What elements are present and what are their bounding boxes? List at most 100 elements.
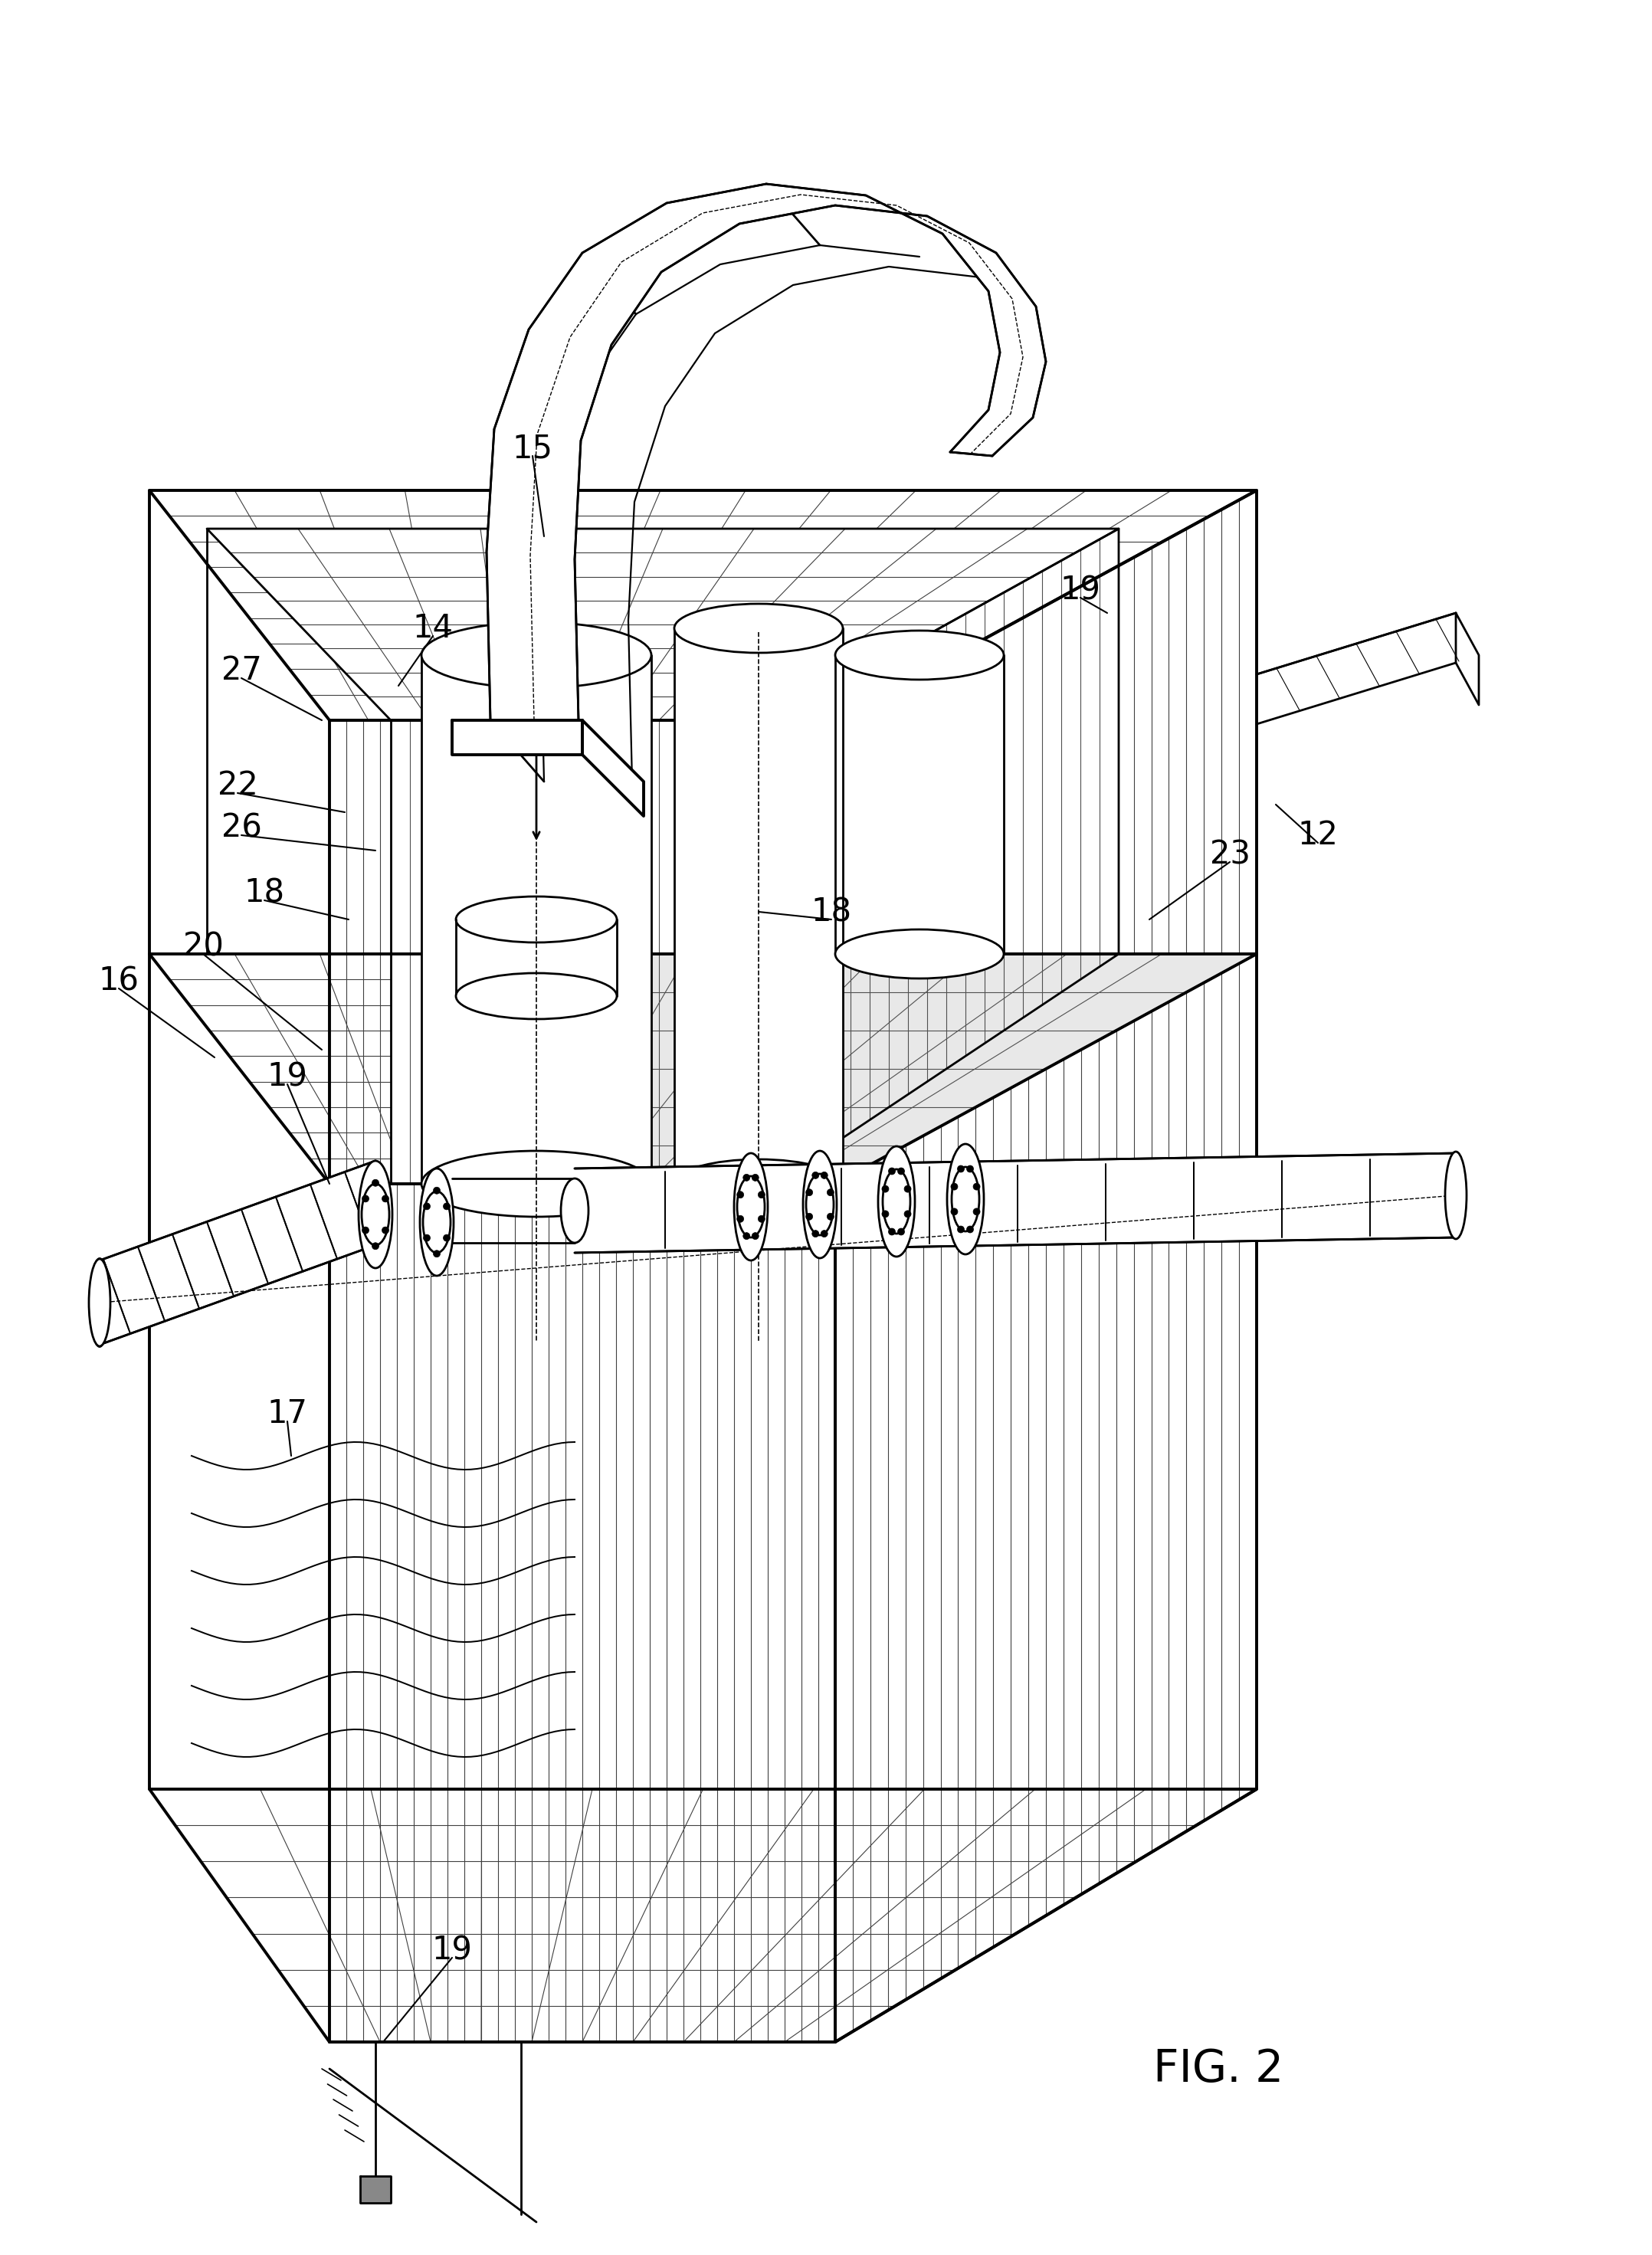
Ellipse shape — [958, 1166, 965, 1173]
Text: 22: 22 — [218, 769, 258, 801]
Ellipse shape — [882, 1170, 910, 1233]
Ellipse shape — [958, 1227, 965, 1233]
Ellipse shape — [443, 1202, 449, 1209]
Text: FIG. 2: FIG. 2 — [1153, 2048, 1284, 2090]
Ellipse shape — [836, 929, 1004, 979]
Ellipse shape — [89, 1258, 111, 1346]
Ellipse shape — [889, 1229, 895, 1236]
Ellipse shape — [806, 1175, 834, 1236]
Text: 17: 17 — [268, 1398, 307, 1430]
Polygon shape — [149, 1788, 1257, 2043]
Ellipse shape — [952, 1166, 980, 1231]
Polygon shape — [206, 528, 1118, 719]
Ellipse shape — [879, 1146, 915, 1256]
Ellipse shape — [813, 1231, 819, 1238]
Ellipse shape — [904, 1186, 912, 1193]
Text: 15: 15 — [512, 433, 553, 465]
Polygon shape — [773, 528, 1118, 1184]
Ellipse shape — [803, 1150, 836, 1258]
Ellipse shape — [952, 1209, 958, 1215]
Text: 19: 19 — [268, 1060, 307, 1094]
Ellipse shape — [362, 1195, 368, 1202]
Text: 20: 20 — [183, 931, 223, 963]
Ellipse shape — [813, 1173, 819, 1179]
Ellipse shape — [421, 1150, 651, 1218]
Ellipse shape — [456, 897, 616, 943]
Text: 23: 23 — [1209, 839, 1251, 870]
Ellipse shape — [821, 1231, 828, 1238]
Ellipse shape — [372, 1243, 378, 1249]
Ellipse shape — [828, 1213, 834, 1220]
Ellipse shape — [806, 1188, 813, 1195]
Ellipse shape — [973, 1209, 980, 1215]
Ellipse shape — [758, 1215, 765, 1222]
Ellipse shape — [897, 1229, 905, 1236]
Ellipse shape — [966, 1166, 973, 1173]
Ellipse shape — [420, 1168, 454, 1276]
Ellipse shape — [433, 1249, 439, 1258]
Polygon shape — [149, 954, 1257, 1184]
Text: 27: 27 — [221, 654, 261, 686]
Ellipse shape — [952, 1184, 958, 1191]
Ellipse shape — [904, 1211, 912, 1218]
Polygon shape — [360, 2176, 392, 2203]
Ellipse shape — [806, 1213, 813, 1220]
Ellipse shape — [737, 1191, 743, 1197]
Ellipse shape — [382, 1227, 388, 1233]
Ellipse shape — [733, 1152, 768, 1261]
Ellipse shape — [882, 1211, 889, 1218]
Ellipse shape — [443, 1233, 449, 1243]
Text: 19: 19 — [431, 1935, 472, 1966]
Ellipse shape — [737, 1215, 743, 1222]
Polygon shape — [99, 1161, 375, 1344]
Text: 18: 18 — [811, 895, 852, 927]
Ellipse shape — [358, 1161, 392, 1267]
Ellipse shape — [743, 1233, 750, 1240]
Ellipse shape — [382, 1195, 388, 1202]
Polygon shape — [575, 1152, 1455, 1254]
Polygon shape — [836, 656, 1004, 954]
Polygon shape — [421, 656, 651, 1184]
Text: 19: 19 — [1061, 575, 1100, 607]
Ellipse shape — [897, 1168, 905, 1175]
Ellipse shape — [821, 1173, 828, 1179]
Ellipse shape — [433, 1186, 439, 1193]
Text: 18: 18 — [244, 877, 284, 909]
Ellipse shape — [947, 1143, 985, 1254]
Ellipse shape — [421, 622, 651, 688]
Ellipse shape — [1446, 1152, 1467, 1238]
Ellipse shape — [737, 1177, 765, 1238]
Ellipse shape — [456, 974, 616, 1019]
Polygon shape — [149, 489, 1257, 719]
Ellipse shape — [966, 1227, 973, 1233]
Ellipse shape — [836, 631, 1004, 679]
Ellipse shape — [752, 1175, 758, 1182]
Ellipse shape — [743, 1175, 750, 1182]
Ellipse shape — [882, 1186, 889, 1193]
Text: 14: 14 — [413, 611, 453, 645]
Ellipse shape — [423, 1191, 451, 1254]
Polygon shape — [459, 954, 1257, 1184]
Ellipse shape — [752, 1233, 758, 1240]
Polygon shape — [453, 719, 583, 755]
Text: 16: 16 — [99, 965, 139, 997]
Polygon shape — [583, 719, 644, 816]
Ellipse shape — [758, 1191, 765, 1197]
Ellipse shape — [362, 1184, 390, 1245]
Polygon shape — [487, 185, 1046, 719]
Ellipse shape — [362, 1227, 368, 1233]
Text: 26: 26 — [221, 812, 261, 843]
Polygon shape — [329, 719, 836, 2043]
Ellipse shape — [423, 1233, 430, 1243]
Text: 12: 12 — [1298, 819, 1338, 852]
Ellipse shape — [372, 1179, 378, 1186]
Ellipse shape — [423, 1202, 430, 1209]
Ellipse shape — [562, 1179, 588, 1243]
Polygon shape — [836, 489, 1257, 2043]
Polygon shape — [674, 629, 843, 1184]
Ellipse shape — [91, 1258, 109, 1346]
Ellipse shape — [889, 1168, 895, 1175]
Ellipse shape — [674, 1159, 843, 1209]
Polygon shape — [392, 719, 773, 1184]
Ellipse shape — [973, 1184, 980, 1191]
